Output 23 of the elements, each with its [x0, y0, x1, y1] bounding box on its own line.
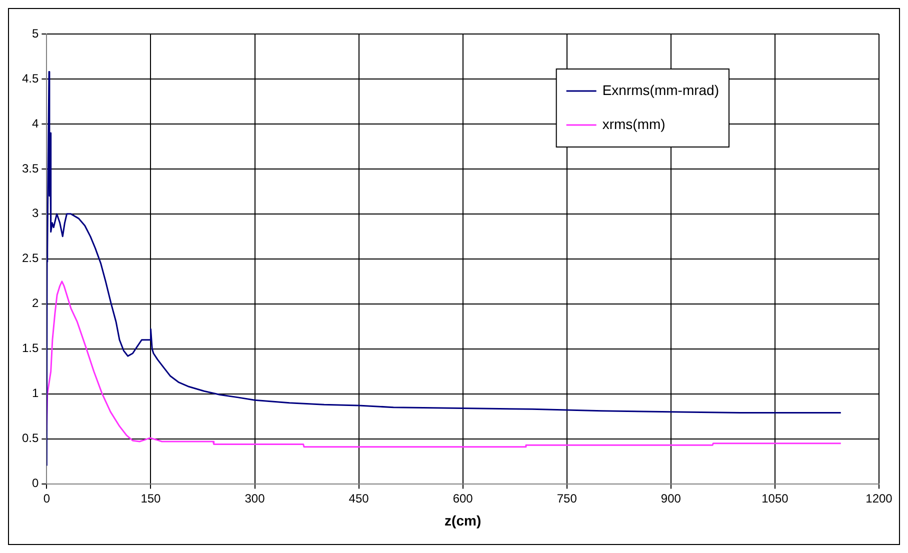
x-tick-label: 300 [244, 491, 266, 506]
x-tick-label: 0 [43, 491, 50, 506]
y-tick-label: 1 [32, 386, 39, 400]
legend-label: xrms(mm) [602, 116, 666, 132]
y-tick-label: 3.5 [22, 161, 39, 176]
x-tick-label: 600 [452, 491, 474, 506]
y-tick-label: 3 [32, 206, 39, 220]
y-tick-label: 2 [32, 296, 39, 310]
y-tick-label: 0 [32, 476, 39, 490]
x-axis-title: z(cm) [444, 512, 482, 528]
y-tick-label: 1.5 [22, 341, 39, 356]
y-tick-label: 4 [32, 116, 39, 130]
y-tick-label: 2.5 [22, 251, 39, 266]
x-tick-label: 1200 [866, 491, 893, 506]
y-tick-label: 4.5 [22, 71, 39, 86]
x-tick-label: 150 [140, 491, 162, 506]
y-tick-label: 5 [32, 26, 39, 40]
x-tick-label: 750 [556, 491, 578, 506]
legend-label: Exnrms(mm-mrad) [602, 82, 719, 98]
x-tick-label: 1050 [762, 491, 789, 506]
x-tick-label: 450 [348, 491, 370, 506]
y-tick-label: 0.5 [22, 431, 39, 446]
x-tick-label: 900 [660, 491, 682, 506]
